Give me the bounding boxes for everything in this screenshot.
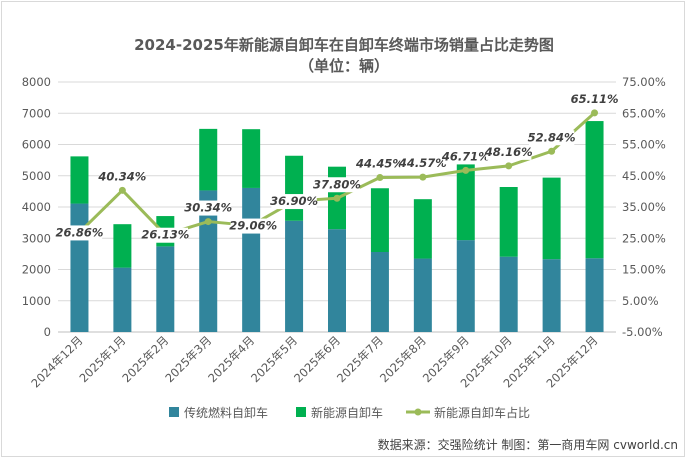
ratio-data-label: 29.06% bbox=[229, 219, 277, 233]
legend-label-traditional: 传统燃料自卸车 bbox=[184, 405, 268, 420]
ratio-label-bg bbox=[443, 149, 489, 165]
ratio-label-bg bbox=[230, 218, 276, 234]
bar-traditional bbox=[156, 246, 175, 332]
ratio-data-label: 30.34% bbox=[184, 201, 232, 215]
y-tick-label: 8000 bbox=[22, 75, 51, 89]
y2-tick-label: 35.00% bbox=[622, 200, 666, 214]
bar-new-energy bbox=[456, 159, 475, 241]
ratio-label-bg bbox=[99, 169, 146, 185]
bar-new-energy bbox=[585, 121, 604, 259]
bar-new-energy bbox=[70, 156, 89, 204]
ratio-point bbox=[419, 173, 427, 181]
y2-tick-label: 55.00% bbox=[622, 138, 666, 152]
ratio-point bbox=[204, 218, 212, 226]
ratio-point bbox=[462, 166, 470, 174]
ratio-point bbox=[118, 186, 126, 194]
y-tick-label: 7000 bbox=[22, 106, 51, 120]
ratio-data-label: 40.34% bbox=[97, 169, 146, 183]
bar-new-energy bbox=[499, 187, 518, 257]
y-tick-label: 3000 bbox=[22, 231, 51, 245]
x-tick-label: 2024年12月 bbox=[28, 333, 85, 390]
ratio-label-bg bbox=[357, 156, 403, 172]
bar-traditional bbox=[242, 187, 261, 332]
ratio-label-bg bbox=[485, 144, 532, 160]
legend-marker-ratio bbox=[414, 408, 422, 416]
bar-new-energy bbox=[242, 129, 261, 188]
legend: 传统燃料自卸车 新能源自卸车 新能源自卸车占比 bbox=[169, 405, 530, 420]
ratio-label-bg bbox=[571, 91, 618, 107]
ratio-point bbox=[505, 162, 513, 170]
bar-new-energy bbox=[413, 199, 432, 259]
ratio-point bbox=[548, 147, 556, 155]
y2-tick-label: 65.00% bbox=[622, 106, 666, 120]
bar-traditional bbox=[499, 256, 518, 332]
bar-traditional bbox=[542, 259, 561, 332]
bar-new-energy bbox=[199, 128, 218, 191]
ratio-data-label: 37.80% bbox=[313, 177, 361, 191]
ratio-data-label: 44.57% bbox=[398, 156, 447, 170]
bar-traditional bbox=[328, 229, 346, 332]
y-tick-label: 2000 bbox=[22, 263, 51, 277]
y-tick-label: 0 bbox=[44, 325, 51, 339]
legend-swatch-traditional bbox=[169, 407, 179, 417]
y-tick-label: 4000 bbox=[22, 200, 51, 214]
chart-title: 2024-2025年新能源自卸车在自卸车终端市场销量占比走势图 bbox=[134, 36, 554, 54]
ratio-label-bg bbox=[528, 130, 575, 146]
ratio-label-bg bbox=[185, 200, 231, 216]
bar-new-energy bbox=[285, 155, 304, 221]
ratio-data-label: 46.71% bbox=[441, 149, 490, 163]
ratio-label-bg bbox=[271, 194, 317, 210]
bar-traditional bbox=[113, 267, 132, 332]
y2-tick-label: 75.00% bbox=[622, 75, 666, 89]
bar-traditional bbox=[70, 203, 89, 332]
bar-traditional bbox=[285, 220, 304, 332]
bar-new-energy bbox=[370, 188, 389, 252]
legend-label-new-energy: 新能源自卸车 bbox=[311, 405, 383, 420]
y2-tick-label: 45.00% bbox=[622, 169, 666, 183]
ratio-label-bg bbox=[314, 177, 360, 193]
chart-subtitle: （单位：辆） bbox=[299, 57, 389, 75]
ratio-data-label: 36.90% bbox=[270, 194, 318, 208]
ratio-point bbox=[376, 173, 384, 181]
y2-tick-label: -5.00% bbox=[622, 325, 663, 339]
ratio-point bbox=[591, 109, 599, 117]
ratio-data-label: 52.84% bbox=[528, 130, 576, 144]
y2-tick-label: 5.00% bbox=[622, 294, 659, 308]
ratio-label-bg bbox=[142, 227, 189, 243]
y-tick-label: 5000 bbox=[22, 169, 51, 183]
ratio-data-label: 48.16% bbox=[484, 145, 533, 159]
y2-tick-label: 15.00% bbox=[622, 263, 666, 277]
y-tick-label: 1000 bbox=[22, 294, 51, 308]
ratio-label-bg bbox=[56, 225, 103, 241]
bar-traditional bbox=[456, 240, 475, 332]
bar-traditional bbox=[199, 190, 218, 332]
ratio-data-label: 44.45% bbox=[355, 156, 404, 170]
bar-new-energy bbox=[542, 177, 561, 260]
bar-traditional bbox=[585, 258, 604, 332]
legend-swatch-new-energy bbox=[296, 407, 306, 417]
bar-new-energy bbox=[113, 224, 132, 268]
bar-traditional bbox=[370, 252, 389, 332]
y2-tick-label: 25.00% bbox=[622, 231, 666, 245]
y-tick-label: 6000 bbox=[22, 138, 51, 152]
ratio-data-label: 65.11% bbox=[571, 92, 619, 106]
bar-traditional bbox=[413, 258, 432, 332]
source-credit: 数据来源：交强险统计 制图：第一商用车网 cvworld.cn bbox=[378, 437, 678, 452]
legend-label-ratio: 新能源自卸车占比 bbox=[434, 405, 530, 420]
ratio-point bbox=[333, 194, 341, 202]
ratio-data-label: 26.13% bbox=[141, 228, 189, 242]
ratio-data-label: 26.86% bbox=[56, 225, 104, 239]
ratio-label-bg bbox=[400, 156, 446, 172]
